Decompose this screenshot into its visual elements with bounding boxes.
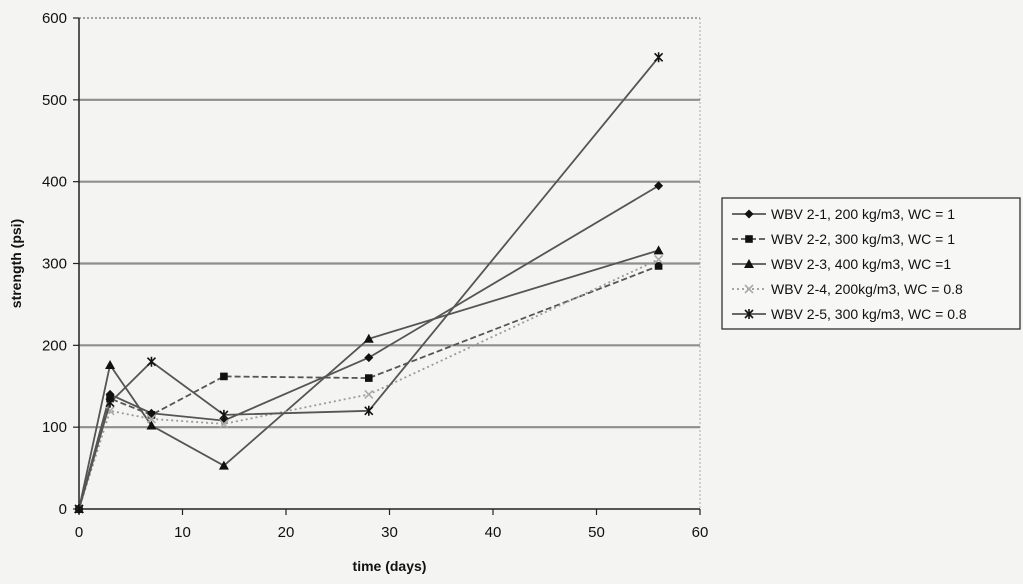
- y-tick-label: 500: [42, 92, 67, 109]
- data-point: [364, 353, 374, 363]
- data-point: [654, 181, 664, 191]
- data-point: [364, 405, 374, 416]
- legend-marker: [744, 309, 754, 319]
- y-tick-label: 0: [59, 501, 67, 518]
- series-line-3: [78, 249, 659, 510]
- series-4: [74, 254, 664, 514]
- y-tick-label: 600: [42, 10, 67, 27]
- legend-marker: [744, 209, 754, 219]
- x-tick-label: 0: [75, 524, 83, 541]
- series-group: [74, 52, 664, 514]
- series-1: [74, 181, 664, 514]
- data-point: [654, 52, 664, 63]
- series-line-5: [78, 56, 660, 510]
- y-axis-title: strength (psi): [8, 219, 24, 308]
- legend-box: [721, 197, 1021, 330]
- data-point: [147, 411, 156, 419]
- y-tick-label: 400: [42, 174, 67, 191]
- data-point: [219, 419, 229, 429]
- legend-marker: [745, 235, 753, 243]
- legend-marker: [744, 284, 754, 294]
- x-tick-label: 50: [588, 524, 605, 541]
- data-point: [218, 460, 229, 470]
- y-tick-label: 100: [42, 419, 67, 436]
- data-point: [654, 262, 663, 270]
- x-tick-label: 20: [278, 524, 295, 541]
- data-point: [654, 254, 664, 264]
- y-tick-label: 200: [42, 337, 67, 354]
- legend-label: WBV 2-2, 300 kg/m3, WC = 1: [771, 231, 955, 247]
- legend-label: WBV 2-4, 200kg/m3, WC = 0.8: [771, 281, 963, 297]
- x-tick-label: 60: [692, 524, 709, 541]
- y-tick-label: 300: [42, 256, 67, 273]
- x-axis-title: time (days): [353, 558, 427, 574]
- data-point: [105, 397, 115, 408]
- series-2: [75, 262, 663, 513]
- data-point: [653, 245, 664, 255]
- x-tick-label: 30: [381, 524, 398, 541]
- data-point: [363, 333, 374, 343]
- data-point: [146, 414, 157, 424]
- series-5: [74, 52, 664, 514]
- series-line-4: [78, 258, 659, 510]
- x-tick-label: 40: [485, 524, 502, 541]
- legend-label: WBV 2-1, 200 kg/m3, WC = 1: [771, 206, 955, 222]
- series-line-1: [78, 184, 660, 510]
- data-point: [364, 389, 374, 399]
- data-point: [74, 504, 84, 514]
- data-point: [146, 420, 157, 430]
- data-point: [365, 374, 373, 382]
- series-line-2: [78, 265, 659, 510]
- data-point: [219, 409, 229, 420]
- gridlines: [79, 17, 701, 509]
- axes: 0 100 200 300 400 500 600 0 10 20 30 40 50 60 time (da…: [8, 10, 708, 574]
- data-point: [105, 359, 116, 369]
- legend-marker: [744, 259, 754, 268]
- data-point: [146, 356, 157, 367]
- legend-label: WBV 2-3, 400 kg/m3, WC =1: [771, 256, 951, 272]
- data-point: [220, 372, 228, 381]
- x-tick-label: 10: [174, 524, 191, 541]
- legend: WBV 2-1, 200 kg/m3, WC = 1 WBV 2-2, 300 k…: [721, 197, 1021, 330]
- legend-label: WBV 2-5, 300 kg/m3, WC = 0.8: [771, 306, 967, 322]
